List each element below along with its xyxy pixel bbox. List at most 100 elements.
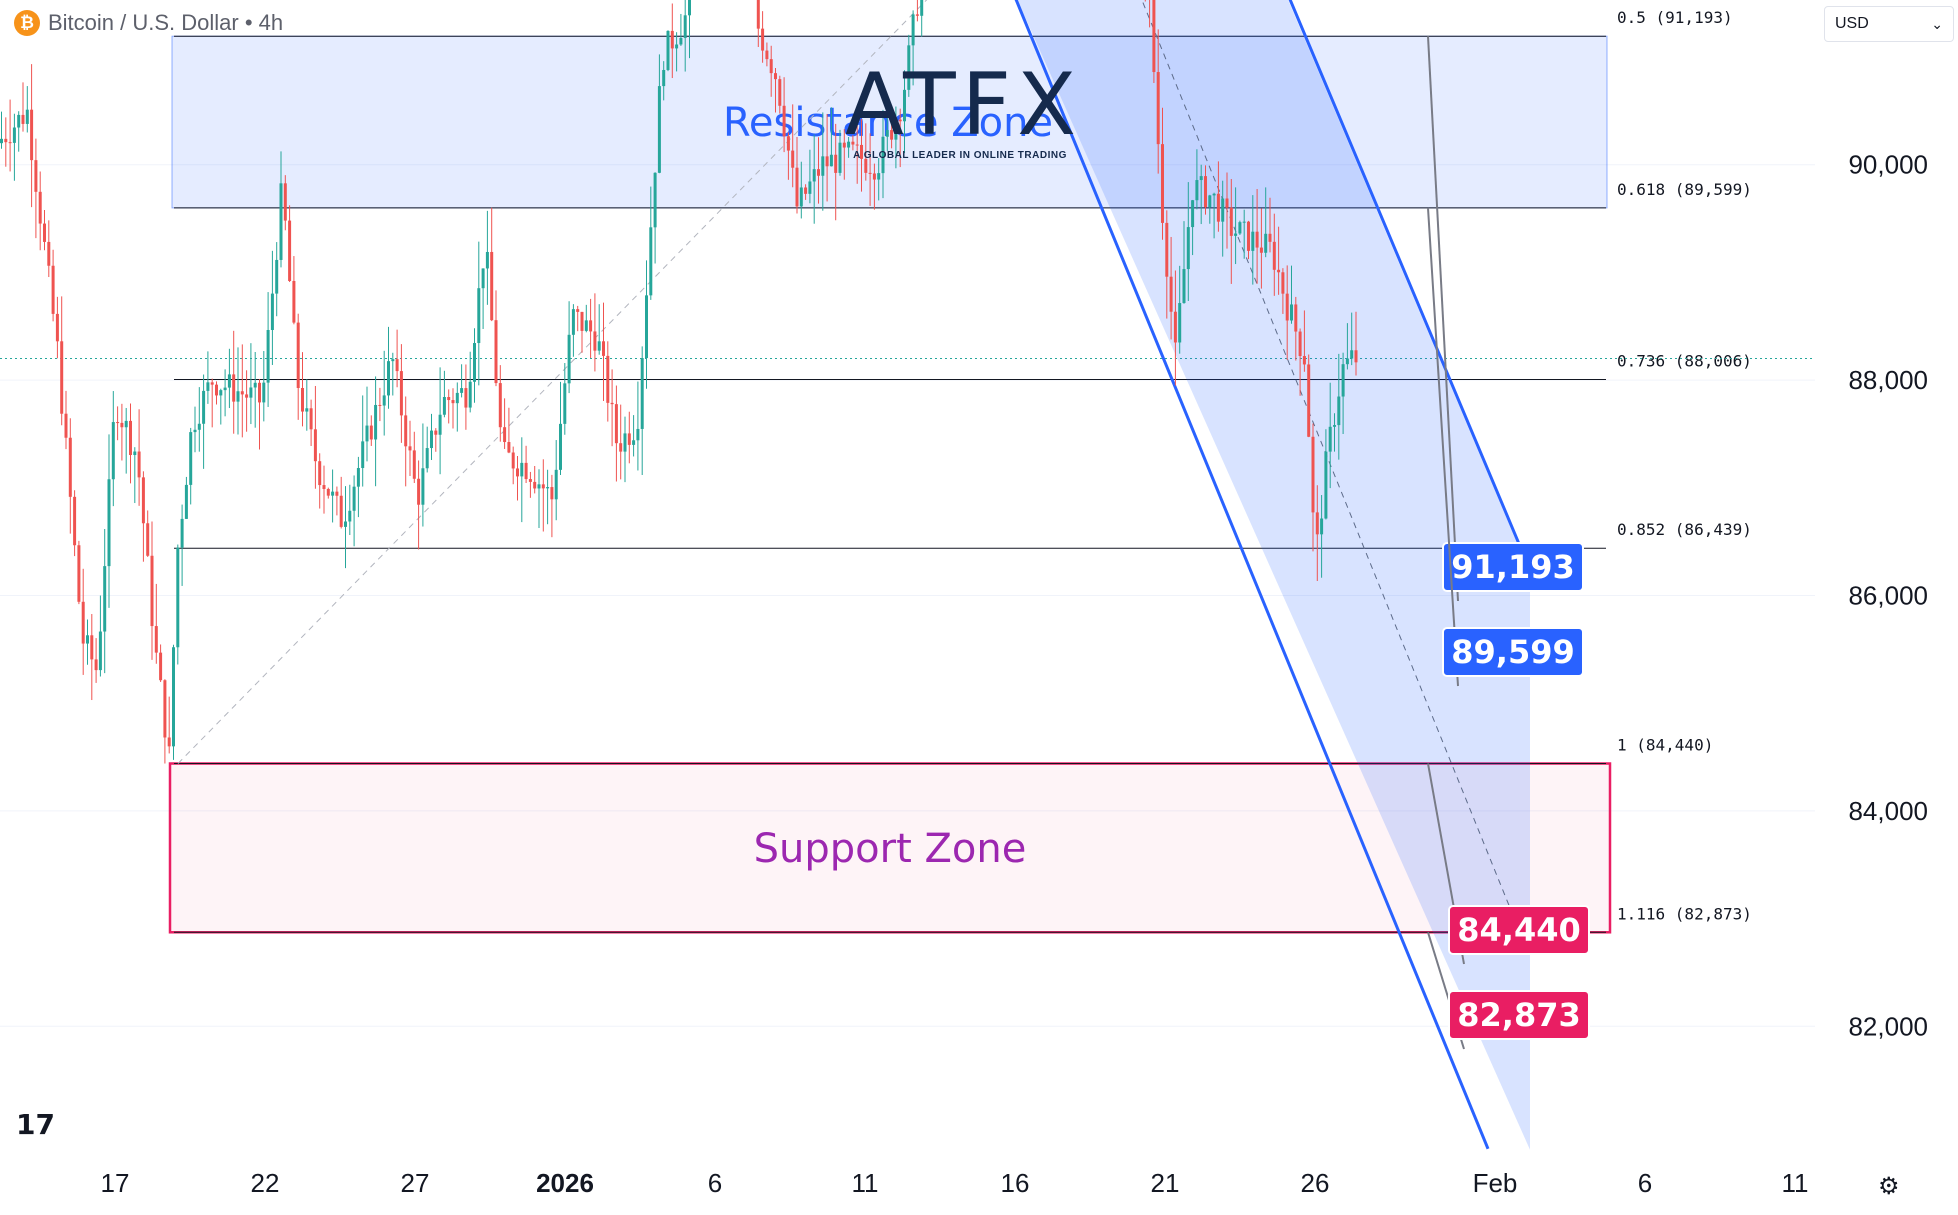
candle-body [331, 491, 335, 496]
candle-body [189, 432, 193, 485]
candle-body [894, 119, 898, 140]
candle-body [675, 44, 679, 49]
channel-upper [1288, 0, 1532, 571]
candle-body [1169, 276, 1173, 312]
candle-body [619, 443, 623, 452]
candle-body [610, 402, 614, 405]
y-axis[interactable]: 100,00098,00096,00094,00092,00090,00088,… [1834, 0, 1928, 1042]
candle-body [1212, 193, 1216, 196]
candle-body [567, 334, 571, 384]
x-axis[interactable]: 17 22 27 2026 6 11 16 21 26 Feb 6 11 [101, 1168, 1809, 1198]
candle-body [606, 355, 610, 403]
candle-body [1208, 195, 1212, 208]
candle-body [855, 144, 859, 146]
candle-body [163, 680, 167, 738]
candle-body [1307, 364, 1311, 437]
candle-body [804, 187, 808, 194]
tradingview-icon[interactable]: 17 [16, 1108, 55, 1141]
candle-body [864, 158, 868, 173]
x-tick-label: 16 [1001, 1168, 1030, 1198]
price-label-box [1448, 905, 1590, 955]
candle-body [55, 313, 59, 342]
candle-body [1165, 222, 1169, 277]
candle-body [468, 381, 472, 408]
candle-body [589, 320, 593, 332]
candle-body [494, 320, 498, 384]
candle-body [270, 293, 274, 330]
candle-body [1191, 200, 1195, 228]
zone-label: Resistance Zone [723, 100, 1053, 146]
price-label-text: 84,440 [1457, 911, 1580, 949]
price-label-box [1442, 542, 1584, 592]
x-tick-label: 2026 [536, 1168, 594, 1198]
candle-body [30, 109, 34, 161]
candle-body [1221, 198, 1225, 222]
fib-label: 1.116 (82,873) [1617, 904, 1752, 923]
zones-layer: Resistance Zone Support Zone [168, 35, 1612, 934]
candle-body [1238, 222, 1242, 234]
candle-body [481, 268, 485, 289]
candle-body [881, 136, 885, 174]
symbol-title: Bitcoin / U.S. Dollar • 4h [48, 10, 284, 35]
candle-body [460, 388, 464, 393]
candle-body [571, 309, 575, 335]
candle-body [77, 545, 81, 602]
fibonacci-layer: 0 (97,946)0.116 (96,380)0.236 (94,759)0.… [0, 0, 1815, 933]
x-tick-label: 26 [1301, 1168, 1330, 1198]
candle-body [288, 220, 292, 281]
candle-body [1337, 396, 1341, 426]
candle-body [1294, 304, 1298, 332]
candle-body [645, 295, 648, 359]
fib-label: 1 (84,440) [1617, 736, 1713, 755]
candle-body [898, 119, 902, 122]
candle-body [868, 172, 872, 174]
candle-body [455, 392, 459, 404]
candle-body [38, 191, 42, 224]
candle-body [17, 114, 21, 128]
candle-body [197, 423, 201, 430]
candle-body [842, 142, 846, 148]
candle-body [786, 136, 790, 151]
candle-body [8, 142, 12, 144]
candle-body [227, 374, 231, 388]
candle-body [73, 496, 77, 546]
candle-body [563, 383, 567, 424]
candle-body [593, 331, 597, 351]
candle-body [834, 154, 838, 173]
candle-body [335, 491, 339, 496]
candle-body [890, 130, 894, 140]
candle-body [498, 383, 502, 428]
candle-body [662, 69, 666, 87]
x-tick-label: 6 [1638, 1168, 1652, 1198]
candle-body [829, 154, 833, 167]
fib-label: 0.736 (88,006) [1617, 351, 1752, 370]
x-tick-label: Feb [1473, 1168, 1518, 1198]
candle-body [821, 156, 825, 176]
candle-body [576, 309, 580, 312]
candle-body [266, 329, 270, 383]
fib-label: 0.5 (91,193) [1617, 8, 1733, 27]
candle-body [1264, 233, 1268, 253]
candle-body [1333, 425, 1336, 427]
candle-body [206, 382, 210, 391]
candle-body [159, 652, 163, 681]
candle-body [537, 484, 541, 489]
candle-body [485, 251, 489, 269]
candle-body [559, 423, 562, 470]
candle-body [1199, 176, 1203, 181]
candle-body [356, 468, 360, 487]
settings-icon[interactable]: ⚙ [1878, 1173, 1900, 1200]
candle-body [64, 413, 68, 438]
candle-body [107, 479, 111, 567]
zone-box [171, 35, 1608, 209]
currency-selector[interactable]: USD ⌄ [1824, 6, 1954, 42]
candle-body [636, 428, 640, 441]
candle-body [344, 521, 347, 527]
candle-body [1242, 221, 1246, 223]
symbol-header[interactable]: ₿ Bitcoin / U.S. Dollar • 4h [14, 10, 283, 36]
candle-body [382, 395, 386, 406]
price-label-leader [1427, 207, 1459, 687]
candle-body [541, 484, 545, 489]
candle-body [838, 142, 842, 173]
